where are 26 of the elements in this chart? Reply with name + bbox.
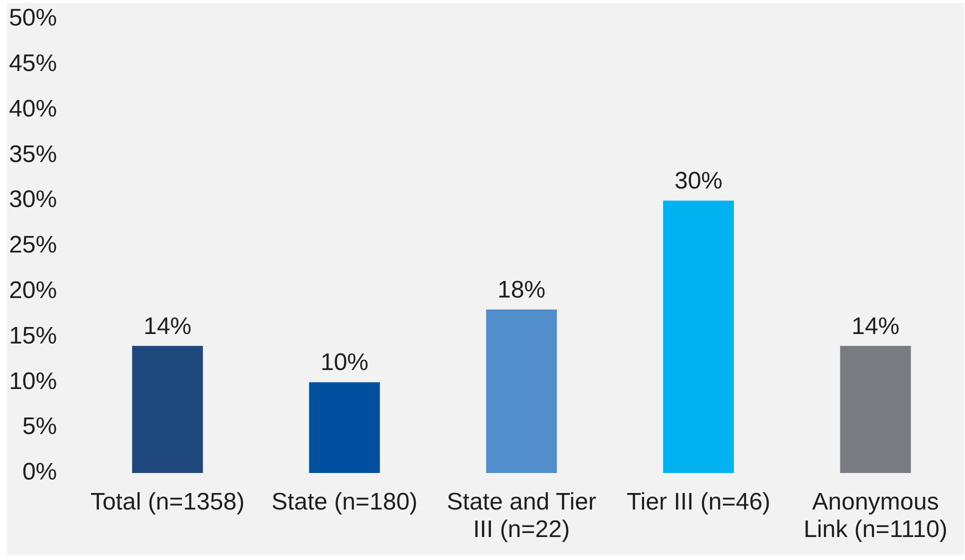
x-tick-label: Total (n=1358) [90,488,245,516]
bar [132,346,203,473]
y-tick-label: 30% [8,186,57,214]
bar [309,382,380,473]
data-label: 14% [851,312,900,340]
x-tick-label: Anonymous Link (n=1110) [804,488,948,544]
y-tick-label: 40% [8,95,57,122]
y-tick-label: 0% [22,458,57,486]
y-tick-label: 10% [8,368,57,395]
bar [486,310,557,473]
y-tick-label: 15% [8,322,57,350]
data-label: 10% [320,349,369,376]
x-tick-label: State (n=180) [271,488,418,516]
data-label: 18% [497,276,546,304]
bar [663,200,734,473]
y-tick-label: 50% [8,4,57,32]
y-tick-label: 5% [22,413,57,440]
data-label: 14% [143,312,192,340]
x-tick-label: State and Tier III (n=22) [446,488,596,544]
x-tick-label: Tier III (n=46) [626,488,770,516]
y-tick-label: 45% [8,50,57,78]
y-tick-label: 20% [8,277,57,304]
bar [840,346,911,473]
y-tick-label: 25% [8,232,57,259]
y-tick-label: 35% [8,140,57,168]
data-label: 30% [674,168,723,195]
